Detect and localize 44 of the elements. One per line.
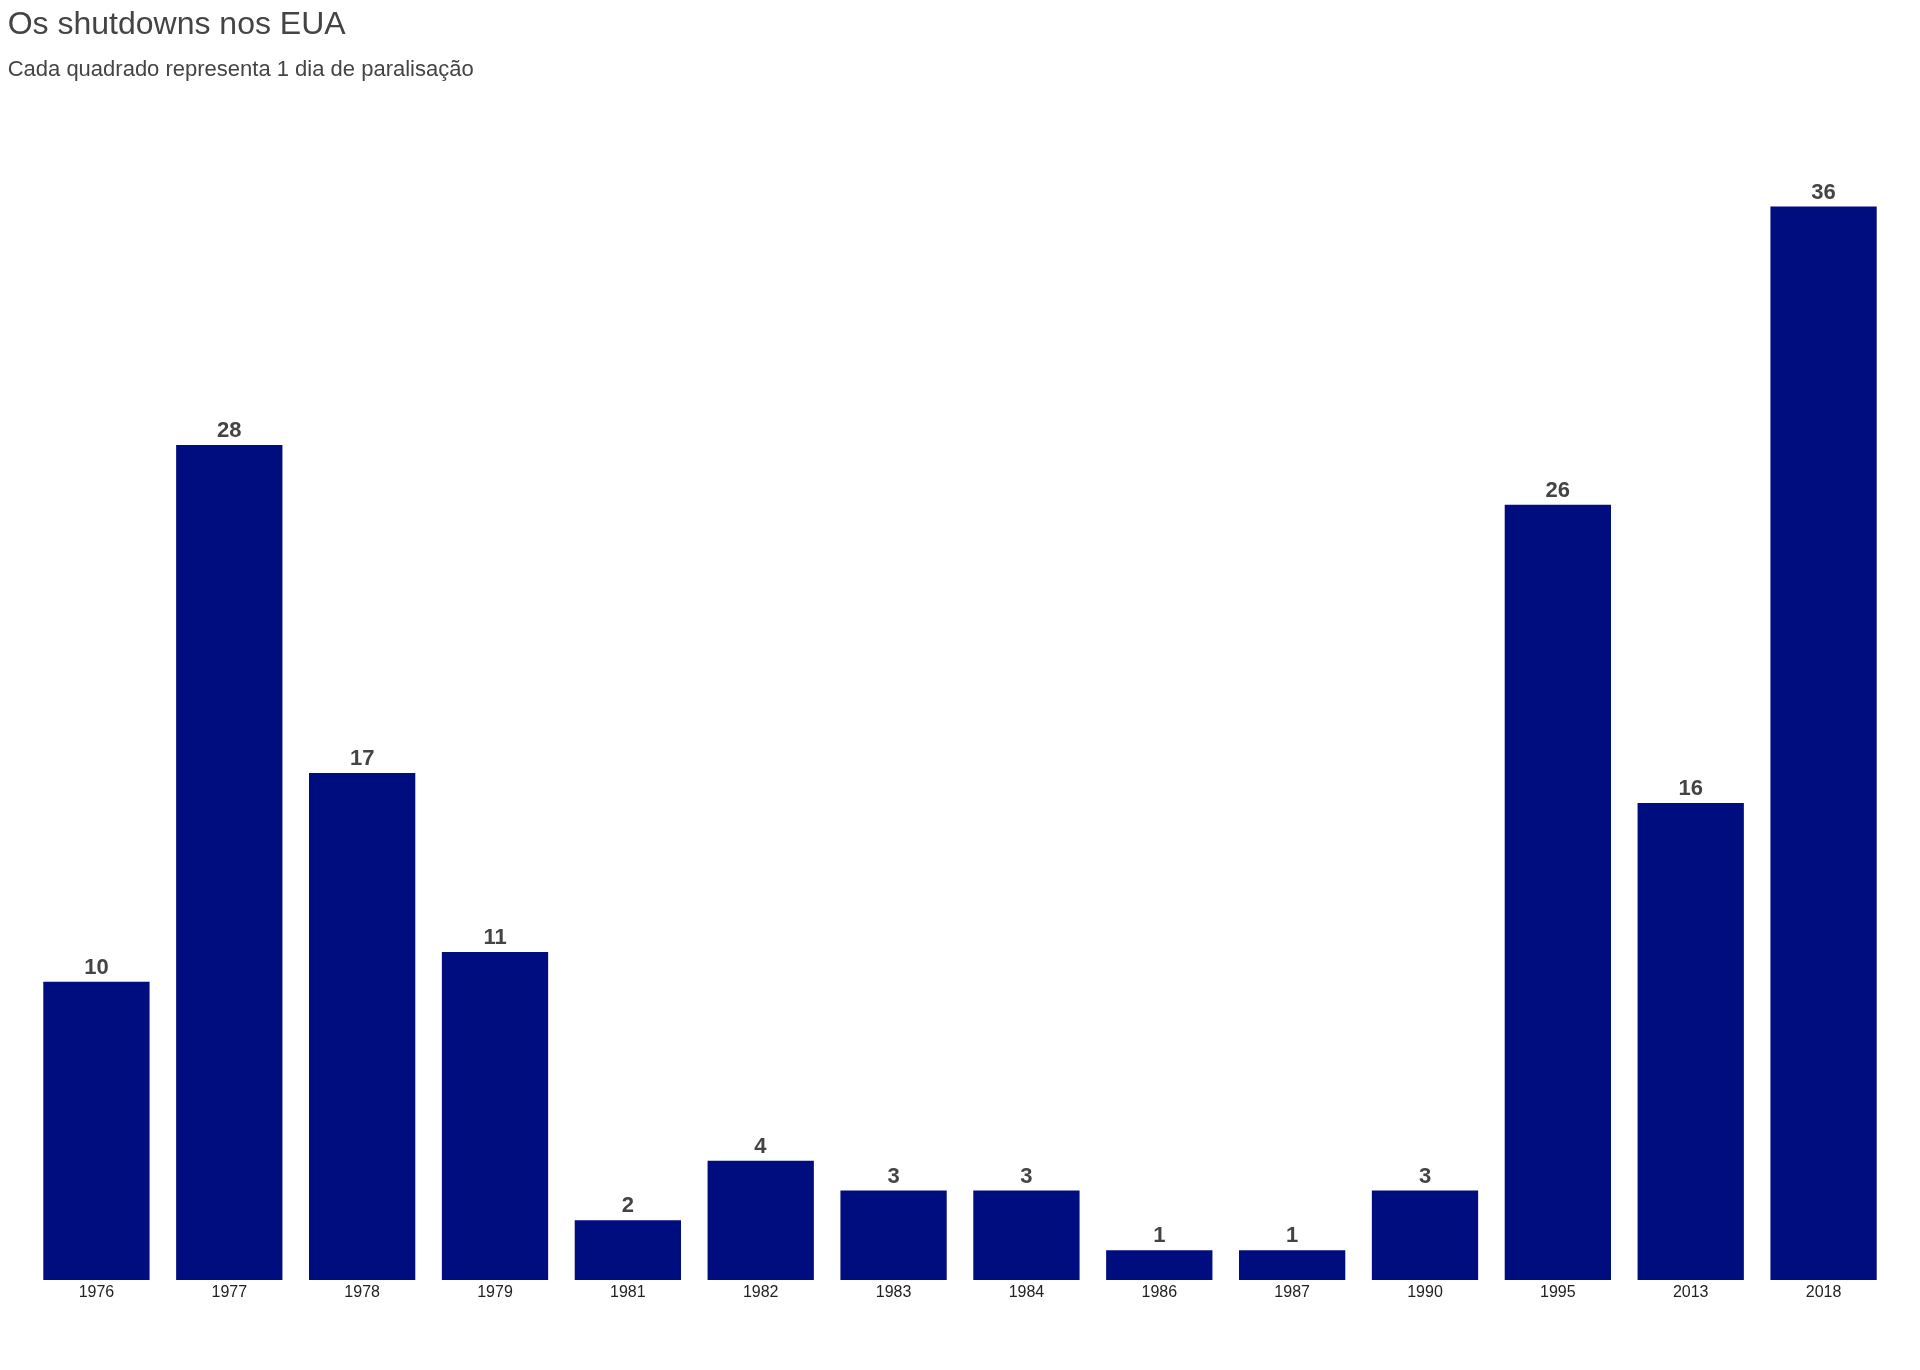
bar xyxy=(574,1220,681,1280)
bar xyxy=(1637,802,1744,1280)
x-tick-label: 1995 xyxy=(1540,1283,1576,1300)
chart-subtitle: Cada quadrado representa 1 dia de paralisação xyxy=(7,55,474,81)
bar xyxy=(1371,1190,1479,1280)
data-label: 10 xyxy=(84,953,109,979)
x-tick-label: 2018 xyxy=(1805,1283,1842,1300)
data-label: 28 xyxy=(217,417,242,443)
x-tick-label: 1990 xyxy=(1407,1283,1443,1300)
x-tick-label: 1986 xyxy=(1141,1283,1178,1300)
x-tick-label: 1982 xyxy=(742,1283,779,1300)
bar xyxy=(1770,206,1877,1280)
chart-title: Os shutdowns nos EUA xyxy=(7,5,347,42)
x-tick-label: 1976 xyxy=(78,1283,115,1300)
bar xyxy=(1106,1250,1213,1280)
data-label: 17 xyxy=(349,745,375,771)
x-tick-label: 1981 xyxy=(610,1283,646,1300)
data-label: 3 xyxy=(1020,1162,1033,1188)
x-tick-label: 2013 xyxy=(1672,1283,1709,1300)
x-tick-label: 1983 xyxy=(875,1283,912,1300)
bar xyxy=(1504,504,1611,1280)
x-tick-label: 1977 xyxy=(211,1283,248,1300)
bar xyxy=(309,773,416,1280)
bar xyxy=(1239,1250,1346,1280)
data-label: 3 xyxy=(887,1162,900,1188)
data-label: 36 xyxy=(1811,178,1836,204)
data-label: 1 xyxy=(1153,1222,1166,1248)
bar xyxy=(840,1190,947,1280)
data-label: 3 xyxy=(1418,1162,1432,1188)
bar xyxy=(176,445,283,1280)
bar xyxy=(707,1160,814,1280)
data-label: 11 xyxy=(483,923,507,949)
x-tick-label: 1978 xyxy=(344,1283,381,1300)
x-tick-label: 1979 xyxy=(477,1283,513,1300)
bar xyxy=(441,951,549,1280)
bar xyxy=(43,981,150,1280)
data-label: 16 xyxy=(1678,774,1703,800)
data-label: 1 xyxy=(1286,1222,1299,1248)
x-tick-label: 1984 xyxy=(1008,1283,1045,1300)
data-label: 26 xyxy=(1545,476,1571,502)
data-label: 2 xyxy=(621,1192,634,1218)
x-tick-label: 1987 xyxy=(1274,1283,1311,1300)
bar xyxy=(973,1190,1080,1280)
data-label: 4 xyxy=(754,1132,768,1158)
